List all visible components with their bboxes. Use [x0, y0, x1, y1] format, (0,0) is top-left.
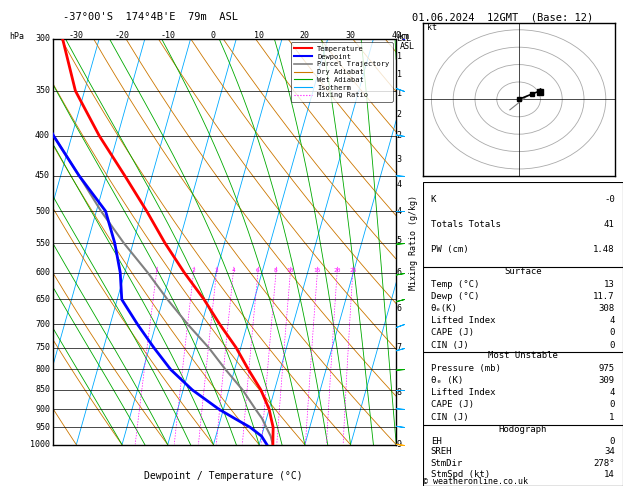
- Text: 600: 600: [35, 268, 50, 277]
- Text: Pressure (mb): Pressure (mb): [431, 364, 501, 373]
- Text: 0: 0: [610, 400, 615, 409]
- Text: 278°: 278°: [593, 459, 615, 468]
- Text: 700: 700: [35, 320, 50, 329]
- Text: 308: 308: [599, 304, 615, 313]
- Text: CAPE (J): CAPE (J): [431, 400, 474, 409]
- Text: kt: kt: [427, 23, 437, 32]
- Text: Surface: Surface: [504, 267, 542, 277]
- Text: 01.06.2024  12GMT  (Base: 12): 01.06.2024 12GMT (Base: 12): [412, 12, 593, 22]
- Text: Lifted Index: Lifted Index: [431, 316, 495, 325]
- Text: -20: -20: [114, 31, 130, 40]
- Text: 350: 350: [35, 87, 50, 95]
- Text: 1: 1: [397, 89, 401, 98]
- Text: hPa: hPa: [9, 32, 24, 41]
- Text: 20: 20: [333, 267, 341, 273]
- Text: 2: 2: [192, 267, 196, 273]
- Text: Dewpoint / Temperature (°C): Dewpoint / Temperature (°C): [144, 471, 303, 481]
- Text: 5: 5: [397, 236, 401, 245]
- Text: 500: 500: [35, 207, 50, 216]
- Text: 0: 0: [211, 31, 216, 40]
- Text: 1: 1: [397, 52, 401, 61]
- Text: StmSpd (kt): StmSpd (kt): [431, 470, 490, 479]
- Text: 0: 0: [610, 328, 615, 337]
- Text: 1.48: 1.48: [593, 244, 615, 254]
- Text: 3: 3: [397, 155, 401, 164]
- Text: 4: 4: [610, 388, 615, 397]
- Text: EH: EH: [431, 436, 442, 446]
- Text: 15: 15: [314, 267, 321, 273]
- Text: StmDir: StmDir: [431, 459, 463, 468]
- Text: 41: 41: [604, 220, 615, 229]
- Text: -37°00'S  174°4B'E  79m  ASL: -37°00'S 174°4B'E 79m ASL: [63, 12, 238, 22]
- Text: 14: 14: [604, 470, 615, 479]
- Text: 20: 20: [300, 31, 310, 40]
- Legend: Temperature, Dewpoint, Parcel Trajectory, Dry Adiabat, Wet Adiabat, Isotherm, Mi: Temperature, Dewpoint, Parcel Trajectory…: [291, 42, 392, 102]
- Text: 11.7: 11.7: [593, 292, 615, 301]
- Text: CIN (J): CIN (J): [431, 341, 469, 350]
- Text: 8: 8: [397, 388, 401, 397]
- Text: 975: 975: [599, 364, 615, 373]
- Text: Hodograph: Hodograph: [499, 425, 547, 434]
- Text: CAPE (J): CAPE (J): [431, 328, 474, 337]
- Text: 450: 450: [35, 171, 50, 180]
- Text: SREH: SREH: [431, 448, 452, 456]
- Text: 1000: 1000: [30, 440, 50, 449]
- Text: 34: 34: [604, 448, 615, 456]
- Text: -30: -30: [69, 31, 84, 40]
- Text: 550: 550: [35, 239, 50, 248]
- Text: 800: 800: [35, 365, 50, 374]
- Text: 1: 1: [397, 70, 401, 79]
- Text: Temp (°C): Temp (°C): [431, 279, 479, 289]
- Text: 900: 900: [35, 405, 50, 414]
- Text: 300: 300: [35, 35, 50, 43]
- Text: 850: 850: [35, 385, 50, 395]
- Text: Dewp (°C): Dewp (°C): [431, 292, 479, 301]
- Text: Totals Totals: Totals Totals: [431, 220, 501, 229]
- Text: 3: 3: [214, 267, 218, 273]
- Text: © weatheronline.co.uk: © weatheronline.co.uk: [423, 477, 528, 486]
- Text: 2: 2: [397, 131, 401, 140]
- Text: 40: 40: [391, 31, 401, 40]
- Text: 1: 1: [155, 267, 159, 273]
- Text: 10: 10: [254, 31, 264, 40]
- Text: CIN (J): CIN (J): [431, 413, 469, 422]
- Text: PW (cm): PW (cm): [431, 244, 469, 254]
- Text: 400: 400: [35, 131, 50, 140]
- Text: 4: 4: [397, 207, 401, 216]
- Text: θₑ (K): θₑ (K): [431, 376, 463, 385]
- Text: km
ASL: km ASL: [399, 32, 415, 51]
- Text: -10: -10: [160, 31, 175, 40]
- Text: 9: 9: [397, 440, 401, 449]
- Text: 6: 6: [256, 267, 260, 273]
- Text: 6: 6: [397, 304, 401, 312]
- Text: 6: 6: [397, 268, 401, 277]
- Text: 30: 30: [345, 31, 355, 40]
- Text: θₑ(K): θₑ(K): [431, 304, 457, 313]
- Text: 0: 0: [610, 436, 615, 446]
- Text: 4: 4: [231, 267, 235, 273]
- Text: 13: 13: [604, 279, 615, 289]
- Text: 8: 8: [274, 267, 278, 273]
- Text: 750: 750: [35, 343, 50, 352]
- Text: 4: 4: [610, 316, 615, 325]
- Text: -0: -0: [604, 195, 615, 204]
- Text: 2: 2: [397, 109, 401, 119]
- Text: 309: 309: [599, 376, 615, 385]
- Text: K: K: [431, 195, 436, 204]
- Text: Mixing Ratio (g/kg): Mixing Ratio (g/kg): [409, 195, 418, 291]
- Text: Lifted Index: Lifted Index: [431, 388, 495, 397]
- Text: 950: 950: [35, 423, 50, 432]
- Text: 7: 7: [397, 343, 401, 352]
- Text: 25: 25: [349, 267, 357, 273]
- Text: Most Unstable: Most Unstable: [487, 351, 558, 361]
- Text: 4: 4: [397, 180, 401, 189]
- Text: 0: 0: [610, 341, 615, 350]
- Text: 10: 10: [287, 267, 294, 273]
- Text: LCL: LCL: [397, 35, 411, 43]
- Text: 1: 1: [610, 413, 615, 422]
- Text: 650: 650: [35, 295, 50, 304]
